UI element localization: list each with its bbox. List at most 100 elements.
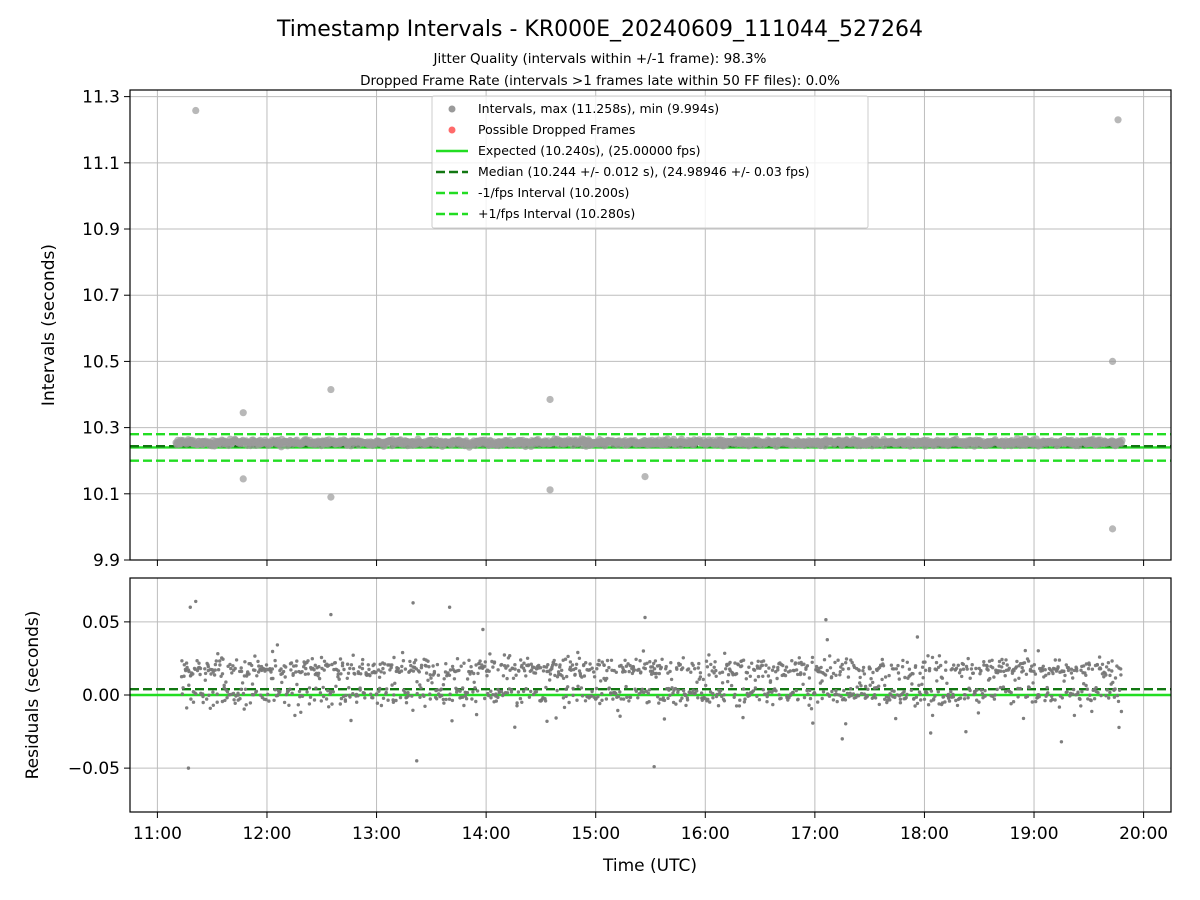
residuals-y-axis-label: Residuals (seconds) xyxy=(23,611,43,780)
data-point xyxy=(892,667,896,671)
data-point xyxy=(722,693,726,697)
data-point xyxy=(850,660,854,665)
data-point xyxy=(944,668,948,672)
data-point xyxy=(929,731,933,735)
data-point xyxy=(783,673,788,678)
data-point xyxy=(519,658,523,662)
data-point xyxy=(378,662,382,666)
x-tick-label: 17:00 xyxy=(790,824,839,844)
data-point xyxy=(722,699,727,703)
data-point xyxy=(708,700,712,704)
data-point xyxy=(1063,673,1067,678)
data-point xyxy=(827,694,832,698)
data-point xyxy=(856,694,861,698)
data-point xyxy=(450,664,455,669)
data-point xyxy=(823,673,828,677)
data-point xyxy=(478,659,482,663)
data-point xyxy=(974,666,978,671)
data-point xyxy=(592,670,596,674)
data-point xyxy=(961,667,966,671)
data-point xyxy=(675,667,679,671)
data-point xyxy=(664,664,668,669)
data-point xyxy=(554,663,558,667)
data-point xyxy=(218,659,222,663)
data-point xyxy=(419,686,423,690)
data-point xyxy=(650,669,655,673)
residuals-plot: 0.050.00−0.05 11:00 12:00 13:00 14:00 15:00 1… xyxy=(23,577,1172,876)
data-point xyxy=(796,697,800,701)
data-point xyxy=(658,697,662,701)
data-point xyxy=(838,670,842,674)
outlier-point xyxy=(329,612,333,617)
data-point xyxy=(330,702,334,706)
data-point xyxy=(347,686,351,690)
data-point xyxy=(1004,689,1008,694)
data-point xyxy=(999,669,1003,673)
data-point xyxy=(516,690,521,694)
data-point xyxy=(777,693,781,697)
data-point xyxy=(880,677,884,682)
data-point xyxy=(222,683,226,687)
data-point xyxy=(621,697,626,701)
data-point xyxy=(618,690,622,694)
data-point xyxy=(344,693,348,698)
data-point xyxy=(379,670,383,674)
legend: Intervals, max (11.258s), min (9.994s) P… xyxy=(431,95,869,229)
data-point xyxy=(1110,659,1114,663)
data-point xyxy=(428,697,432,701)
data-point xyxy=(229,666,233,671)
data-point xyxy=(504,666,508,670)
data-point xyxy=(993,693,997,697)
data-point xyxy=(922,697,927,701)
y-tick-label: 10.1 xyxy=(82,485,120,505)
data-point xyxy=(351,667,356,671)
y-tick-label: 10.7 xyxy=(82,286,120,306)
data-point xyxy=(431,664,435,668)
data-point xyxy=(934,668,939,672)
data-point xyxy=(1107,696,1111,700)
data-point xyxy=(956,663,960,667)
data-point xyxy=(1002,669,1006,674)
data-point xyxy=(187,683,191,687)
data-point xyxy=(273,664,278,668)
data-point xyxy=(180,692,184,696)
data-point xyxy=(802,695,807,700)
data-point xyxy=(765,694,769,699)
data-point xyxy=(317,671,321,675)
data-point xyxy=(565,674,569,679)
data-point xyxy=(642,690,646,695)
data-point xyxy=(201,694,205,699)
data-point xyxy=(233,666,237,671)
data-point xyxy=(1056,666,1060,670)
outlier-point xyxy=(546,395,554,404)
data-point xyxy=(619,697,623,701)
data-point xyxy=(704,659,709,663)
y-tick-label: 10.9 xyxy=(82,220,120,240)
data-point xyxy=(509,690,514,694)
x-tick-label: 15:00 xyxy=(571,824,620,844)
data-point xyxy=(1069,671,1074,675)
x-tick-label: 18:00 xyxy=(900,824,949,844)
data-point xyxy=(1043,698,1047,703)
data-point xyxy=(464,697,469,701)
data-point xyxy=(573,672,577,677)
data-point xyxy=(964,730,968,734)
data-point xyxy=(207,693,211,697)
data-point xyxy=(399,669,404,673)
data-point xyxy=(483,696,487,701)
data-point xyxy=(327,663,331,667)
data-point xyxy=(842,688,846,693)
data-point xyxy=(877,702,881,707)
data-point xyxy=(209,672,213,676)
data-point xyxy=(295,659,299,663)
data-point xyxy=(828,666,833,670)
data-point xyxy=(313,663,317,667)
data-point xyxy=(215,700,219,704)
data-point xyxy=(1065,690,1069,694)
data-point xyxy=(640,687,644,691)
data-point xyxy=(1076,690,1080,694)
data-point xyxy=(435,662,440,667)
data-point xyxy=(442,677,446,681)
data-point xyxy=(926,654,930,658)
data-point xyxy=(360,662,365,666)
